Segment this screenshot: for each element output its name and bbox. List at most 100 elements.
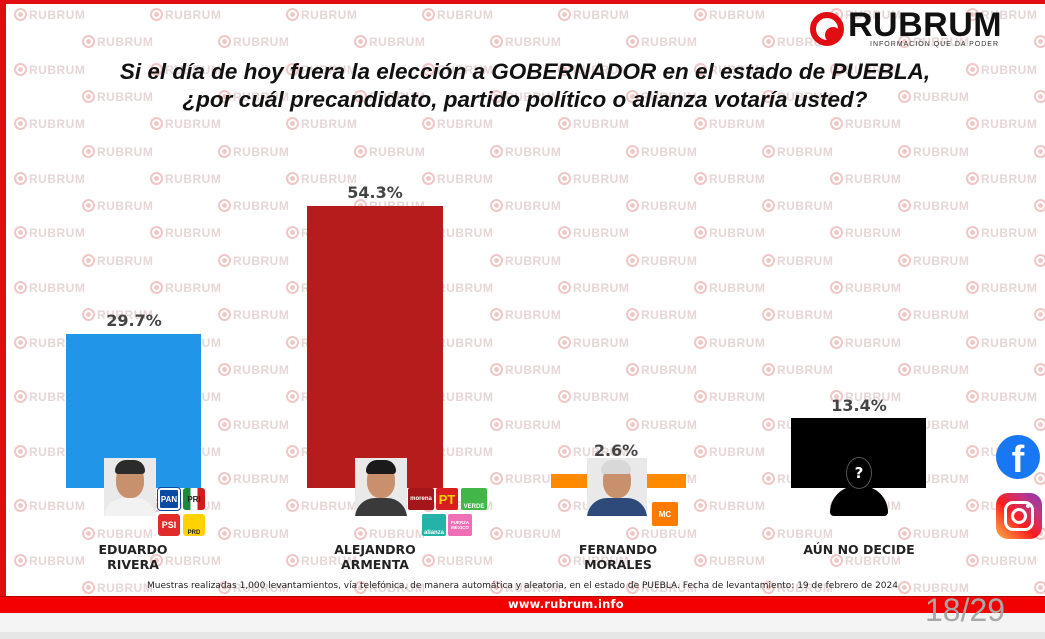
watermark-text: RUBRUM <box>558 390 629 404</box>
watermark-text: RUBRUM <box>694 117 765 131</box>
watermark-text: RUBRUM <box>626 363 697 377</box>
watermark-text: RUBRUM <box>626 418 697 432</box>
watermark-text: RUBRUM <box>490 581 561 595</box>
watermark-text: RUBRUM <box>694 172 765 186</box>
watermark-text: RUBRUM <box>966 390 1037 404</box>
watermark-text: RUBRUM <box>966 172 1037 186</box>
logo-wordmark: RUBRUM <box>848 6 1003 44</box>
watermark-text: RUBRUM <box>354 35 425 49</box>
bar-value-label: 54.3% <box>347 183 403 202</box>
watermark-text: RUBRUM <box>82 35 153 49</box>
watermark-text: RUBRUM <box>626 527 697 541</box>
candidate-name: EDUARDO RIVERA <box>98 542 168 572</box>
watermark-text: RUBRUM <box>490 527 561 541</box>
watermark-text: RUBRUM <box>626 90 697 104</box>
watermark-text: RUBRUM <box>490 363 561 377</box>
watermark-text: RUBRUM <box>14 554 85 568</box>
methodology-footnote: Muestras realizadas 1,000 levantamientos… <box>147 581 898 591</box>
title-line-2: ¿por cuál precandidato, partido político… <box>182 87 868 112</box>
watermark-text: RUBRUM <box>966 226 1037 240</box>
watermark-text: RUBRUM <box>1034 145 1045 159</box>
watermark-text: RUBRUM <box>830 63 901 77</box>
nueva-alianza-logo-icon: alianza <box>422 514 446 536</box>
watermark-text: RUBRUM <box>762 145 833 159</box>
watermark-text: RUBRUM <box>490 199 561 213</box>
watermark-text: RUBRUM <box>762 581 833 595</box>
watermark-text: RUBRUM <box>830 8 901 22</box>
watermark-text: RUBRUM <box>694 63 765 77</box>
watermark-text: RUBRUM <box>762 90 833 104</box>
fuerza-mexico-logo-icon: FUERZA MÉXICO <box>448 514 472 536</box>
candidate-photo <box>355 458 407 516</box>
bar-value-label: 13.4% <box>831 396 887 415</box>
watermark-text: RUBRUM <box>14 8 85 22</box>
watermark-text: RUBRUM <box>762 254 833 268</box>
watermark-text: RUBRUM <box>830 554 901 568</box>
watermark-text: RUBRUM <box>150 281 221 295</box>
watermark-text: RUBRUM <box>558 281 629 295</box>
chart-title: Si el día de hoy fuera la elección a GOB… <box>100 58 950 114</box>
watermark-text: RUBRUM <box>762 363 833 377</box>
website-link[interactable]: www.rubrum.info <box>508 597 624 611</box>
watermark-text: RUBRUM <box>354 145 425 159</box>
watermark-text: RUBRUM <box>966 336 1037 350</box>
watermark-text: RUBRUM <box>1034 418 1045 432</box>
watermark-text: RUBRUM <box>558 117 629 131</box>
watermark-text: RUBRUM <box>694 281 765 295</box>
watermark-text: RUBRUM <box>830 226 901 240</box>
watermark-text: RUBRUM <box>694 226 765 240</box>
watermark-text: RUBRUM <box>490 308 561 322</box>
prd-logo-icon: PRD <box>183 514 205 536</box>
frame-top-border <box>0 0 1045 4</box>
watermark-text: RUBRUM <box>1034 35 1045 49</box>
watermark-text: RUBRUM <box>218 363 289 377</box>
watermark-text: RUBRUM <box>422 281 493 295</box>
watermark-text: RUBRUM <box>898 472 969 486</box>
watermark-text: RUBRUM <box>898 308 969 322</box>
watermark-text: RUBRUM <box>898 90 969 104</box>
candidate-name: ALEJANDRO ARMENTA <box>334 542 416 572</box>
watermark-text: RUBRUM <box>82 199 153 213</box>
watermark-text: RUBRUM <box>898 199 969 213</box>
watermark-text: RUBRUM <box>830 172 901 186</box>
watermark-text: RUBRUM <box>150 172 221 186</box>
watermark-text: RUBRUM <box>898 254 969 268</box>
watermark-text: RUBRUM <box>762 308 833 322</box>
watermark-text: RUBRUM <box>966 117 1037 131</box>
watermark-text: RUBRUM <box>490 472 561 486</box>
candidate-name: FERNANDO MORALES <box>578 542 658 572</box>
watermark-text: RUBRUM <box>286 117 357 131</box>
watermark-text: RUBRUM <box>490 90 561 104</box>
watermark-text: RUBRUM <box>218 254 289 268</box>
watermark-text: RUBRUM <box>286 8 357 22</box>
watermark-text: RUBRUM <box>82 90 153 104</box>
footer-band <box>0 596 1045 613</box>
watermark-text: RUBRUM <box>490 418 561 432</box>
watermark-text: RUBRUM <box>218 199 289 213</box>
watermark-text: RUBRUM <box>14 499 85 513</box>
watermark-text: RUBRUM <box>694 445 765 459</box>
watermark-text: RUBRUM <box>82 145 153 159</box>
title-line-1: Si el día de hoy fuera la elección a GOB… <box>119 59 931 84</box>
watermark-text: RUBRUM <box>694 554 765 568</box>
pt-logo-icon: PT <box>436 488 458 510</box>
watermark-text: RUBRUM <box>82 527 153 541</box>
watermark-text: RUBRUM <box>558 8 629 22</box>
watermark-text: RUBRUM <box>490 254 561 268</box>
watermark-text: RUBRUM <box>490 145 561 159</box>
watermark-text: RUBRUM <box>898 418 969 432</box>
watermark-text: RUBRUM <box>1034 472 1045 486</box>
question-mark-icon: ? <box>846 457 872 489</box>
instagram-icon[interactable] <box>996 493 1042 539</box>
facebook-icon[interactable]: f <box>996 435 1040 479</box>
watermark-text: RUBRUM <box>14 281 85 295</box>
watermark-text: RUBRUM <box>1034 199 1045 213</box>
candidate-name: AÚN NO DECIDE <box>803 542 915 557</box>
watermark-text: RUBRUM <box>286 499 357 513</box>
psi-logo-icon: PSI <box>158 514 180 536</box>
watermark-text: RUBRUM <box>898 581 969 595</box>
bar-value-label: 2.6% <box>593 441 639 460</box>
watermark-text: RUBRUM <box>966 281 1037 295</box>
watermark-text: RUBRUM <box>286 554 357 568</box>
watermark-text: RUBRUM <box>422 172 493 186</box>
